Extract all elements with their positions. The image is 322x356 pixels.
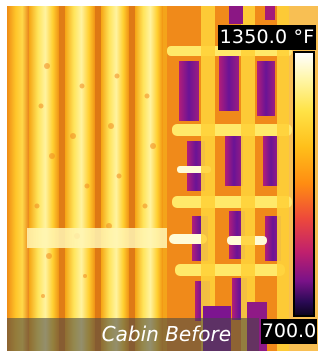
caption-band bbox=[7, 318, 259, 351]
thermal-image bbox=[7, 6, 318, 351]
image-caption: Cabin Before bbox=[101, 322, 231, 346]
temperature-min-label: 700.0 bbox=[261, 319, 317, 344]
temperature-color-scale bbox=[293, 51, 315, 317]
temperature-max-label: 1350.0 °F bbox=[218, 25, 316, 50]
